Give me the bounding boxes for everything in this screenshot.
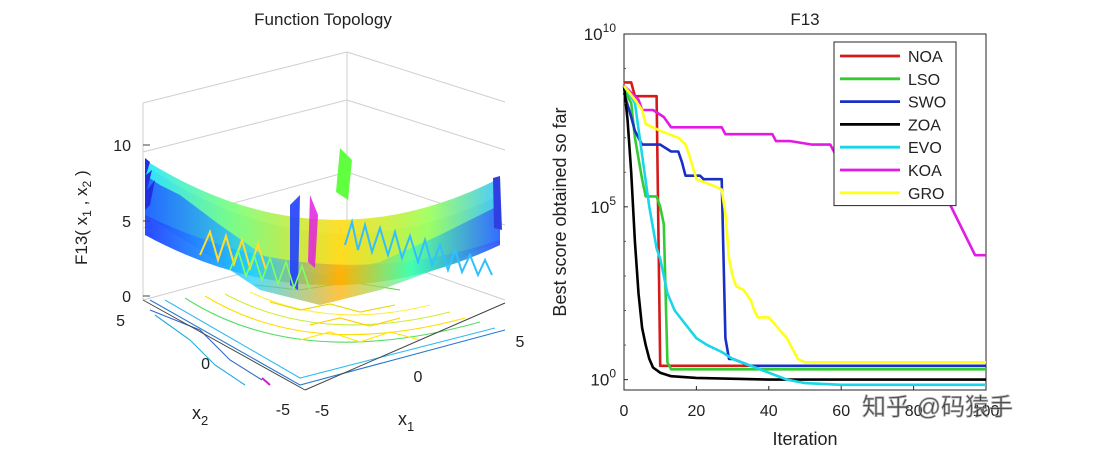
convergence-plot: F13 0 20 40 60 80 100 100 105 1010 Iteration Bes… — [550, 10, 999, 449]
legend-label: LSO — [908, 72, 940, 89]
legend-label: GRO — [908, 186, 944, 203]
x-tick-label: 40 — [760, 403, 778, 420]
axes-ticks: 0 20 40 60 80 100 100 105 1010 — [584, 21, 1000, 420]
x-tick-label: 60 — [832, 403, 850, 420]
x-tick-label: 80 — [905, 403, 923, 420]
surface-plot: Function Topology — [72, 10, 525, 434]
y-tick-label: 1010 — [584, 21, 617, 44]
legend-label: NOA — [908, 49, 943, 66]
series-line-gro — [622, 84, 986, 364]
series-group — [622, 81, 986, 387]
y-tick-label: -5 — [276, 402, 290, 419]
surface-mesh — [145, 148, 502, 305]
xy-axes: 5 0 -5 -5 0 5 x2 x1 — [116, 299, 525, 434]
surface-title: Function Topology — [254, 10, 392, 29]
z-axis: 10 5 0 F13( x1 , x2 ) — [72, 138, 150, 306]
legend-label: SWO — [908, 95, 946, 112]
x-tick-label: 0 — [620, 403, 629, 420]
x-axis-label: x1 — [398, 409, 414, 434]
line-chart-title: F13 — [790, 10, 819, 29]
y-axis-label: x2 — [192, 403, 208, 428]
series-line-evo — [622, 85, 986, 387]
z-tick-label: 5 — [122, 214, 131, 231]
series-line-noa — [624, 81, 986, 368]
x-tick-label: -5 — [315, 403, 329, 420]
y-tick-label: 100 — [590, 367, 616, 390]
y-axis-label: Best score obtained so far — [550, 107, 570, 316]
legend-label: ZOA — [908, 117, 941, 134]
x-axis-label: Iteration — [772, 429, 837, 449]
z-axis-label: F13( x1 , x2 ) — [72, 170, 94, 265]
y-tick-label: 5 — [116, 313, 125, 330]
z-tick-label: 0 — [122, 289, 131, 306]
legend: NOA LSO SWO ZOA EVO KOA GRO — [833, 41, 957, 207]
x-tick-label: 20 — [688, 403, 706, 420]
legend-label: EVO — [908, 140, 942, 157]
series-line-zoa — [622, 85, 986, 381]
watermark: 知乎 @码猿手 — [862, 394, 1013, 421]
x-tick-label: 100 — [973, 403, 1000, 420]
y-tick-label: 105 — [590, 194, 616, 217]
y-tick-label: 0 — [201, 356, 210, 373]
x-tick-label: 5 — [516, 334, 525, 351]
legend-label: KOA — [908, 163, 942, 180]
z-tick-label: 10 — [113, 138, 131, 155]
x-tick-label: 0 — [414, 369, 423, 386]
